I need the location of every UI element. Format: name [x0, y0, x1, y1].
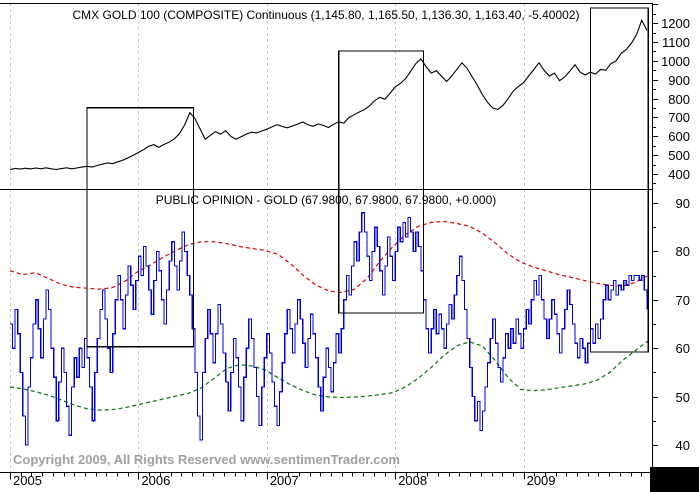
y-axis-tick-label: 900: [668, 72, 690, 88]
y-axis-tick-label: 80: [675, 244, 690, 260]
price-panel-title: CMX GOLD 100 (COMPOSITE) Continuous (1,1…: [72, 8, 580, 22]
y-axis-tick-label: 1100: [662, 35, 690, 51]
y-axis-tick-label: 50: [675, 389, 690, 405]
y-axis-tick-label: 800: [668, 91, 690, 107]
x-axis-year-label: 2006: [141, 473, 171, 488]
corner-black-patch: [650, 467, 699, 492]
annotation-box: [86, 107, 195, 348]
copyright-text: Copyright 2009, All Rights Reserved www.…: [13, 452, 400, 467]
y-axis-tick-label: 60: [675, 341, 690, 357]
y-axis-tick-label: 600: [668, 129, 690, 145]
y-axis-tick-label: 70: [675, 292, 690, 308]
y-axis-tick-label: 400: [668, 167, 690, 183]
y-axis-tick-label: 1200: [661, 16, 690, 32]
y-axis-tick-label: 90: [675, 196, 690, 212]
x-axis-year-label: 2008: [398, 473, 428, 488]
sentiment-panel-title: PUBLIC OPINION - GOLD (67.9800, 67.9800,…: [155, 193, 497, 207]
y-axis-tick-label: 500: [668, 148, 690, 164]
annotation-box: [589, 7, 649, 353]
x-axis-year-label: 2005: [13, 473, 42, 488]
y-axis-tick-label: 1000: [661, 53, 690, 69]
x-axis-year-label: 2007: [269, 473, 299, 488]
y-axis-tick-label: 700: [668, 110, 690, 126]
y-axis-tick-label: 40: [675, 437, 690, 453]
x-axis-year-label: 2009: [526, 473, 556, 488]
annotation-box: [338, 50, 425, 314]
